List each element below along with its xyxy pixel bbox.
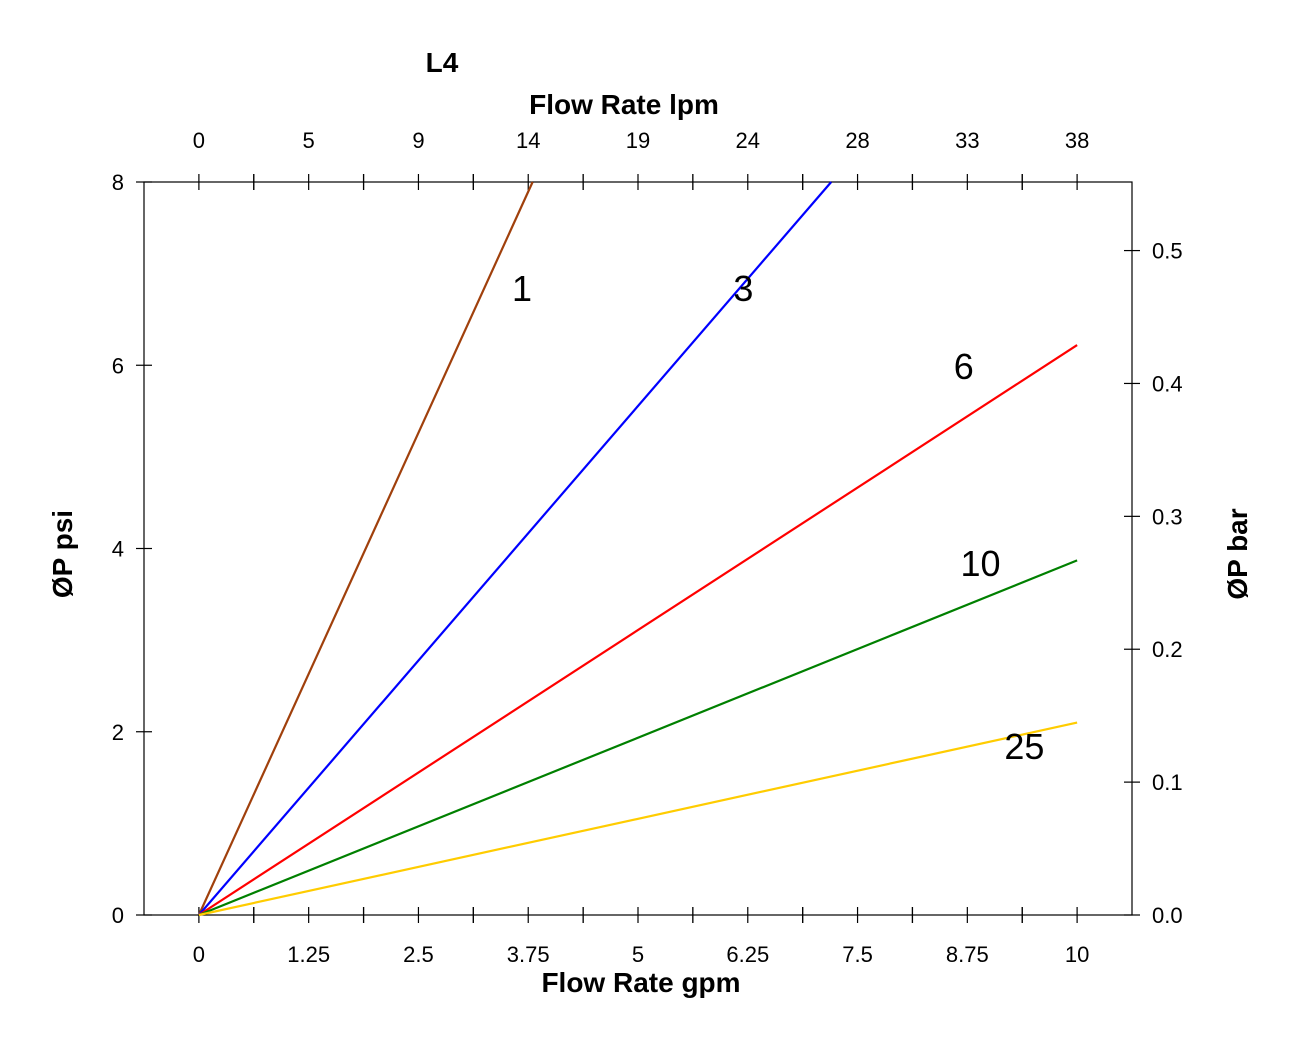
y-tick-label-right: 0.1 xyxy=(1152,770,1183,795)
x-tick-label-bottom: 2.5 xyxy=(403,942,434,967)
x-tick-label-bottom: 8.75 xyxy=(946,942,989,967)
y-axis-label-right: ØP bar xyxy=(1222,508,1253,599)
y-tick-label-right: 0.0 xyxy=(1152,903,1183,928)
x-tick-label-bottom: 10 xyxy=(1065,942,1089,967)
tick-labels: 001.2552.593.75145196.25247.5288.7533103… xyxy=(112,128,1183,967)
x-tick-label-bottom: 6.25 xyxy=(726,942,769,967)
curve-labels: 1 3 6 10 25 xyxy=(512,268,1044,767)
y-tick-label-right: 0.5 xyxy=(1152,239,1183,264)
y-tick-label-right: 0.2 xyxy=(1152,637,1183,662)
x-tick-label-top: 0 xyxy=(193,128,205,153)
x-tick-label-top: 14 xyxy=(516,128,540,153)
curve-label-25: 25 xyxy=(1004,726,1044,767)
curve-label-1: 1 xyxy=(512,268,532,309)
x-tick-label-bottom: 0 xyxy=(193,942,205,967)
y-tick-label-left: 2 xyxy=(112,720,124,745)
x-tick-label-top: 33 xyxy=(955,128,979,153)
x-tick-label-top: 9 xyxy=(412,128,424,153)
y-axis-label-left: ØP psi xyxy=(47,510,78,598)
y-tick-label-right: 0.3 xyxy=(1152,504,1183,529)
chart-title: L4 xyxy=(426,47,459,78)
x-axis-label-bottom: Flow Rate gpm xyxy=(541,967,740,998)
x-axis-label-top: Flow Rate lpm xyxy=(529,89,719,120)
x-tick-label-top: 19 xyxy=(626,128,650,153)
series-line-6 xyxy=(198,344,1078,916)
y-tick-label-left: 6 xyxy=(112,353,124,378)
series-line-3 xyxy=(198,181,833,916)
series-line-25 xyxy=(198,721,1078,917)
x-tick-label-bottom: 1.25 xyxy=(287,942,330,967)
series-line-10 xyxy=(198,559,1078,917)
x-tick-label-bottom: 5 xyxy=(632,942,644,967)
y-tick-label-left: 4 xyxy=(112,537,124,562)
curve-label-10: 10 xyxy=(960,543,1000,584)
x-tick-label-top: 28 xyxy=(845,128,869,153)
curve-label-6: 6 xyxy=(954,346,974,387)
x-tick-label-top: 5 xyxy=(303,128,315,153)
y-tick-label-left: 8 xyxy=(112,170,124,195)
y-tick-label-right: 0.4 xyxy=(1152,371,1183,396)
axis-ticks xyxy=(136,174,1140,923)
curve-label-3: 3 xyxy=(733,268,753,309)
data-series xyxy=(197,181,1078,917)
x-tick-label-bottom: 3.75 xyxy=(507,942,550,967)
x-tick-label-bottom: 7.5 xyxy=(842,942,873,967)
y-tick-label-left: 0 xyxy=(112,903,124,928)
series-line-1 xyxy=(197,181,534,916)
x-tick-label-top: 38 xyxy=(1065,128,1089,153)
x-tick-label-top: 24 xyxy=(736,128,760,153)
